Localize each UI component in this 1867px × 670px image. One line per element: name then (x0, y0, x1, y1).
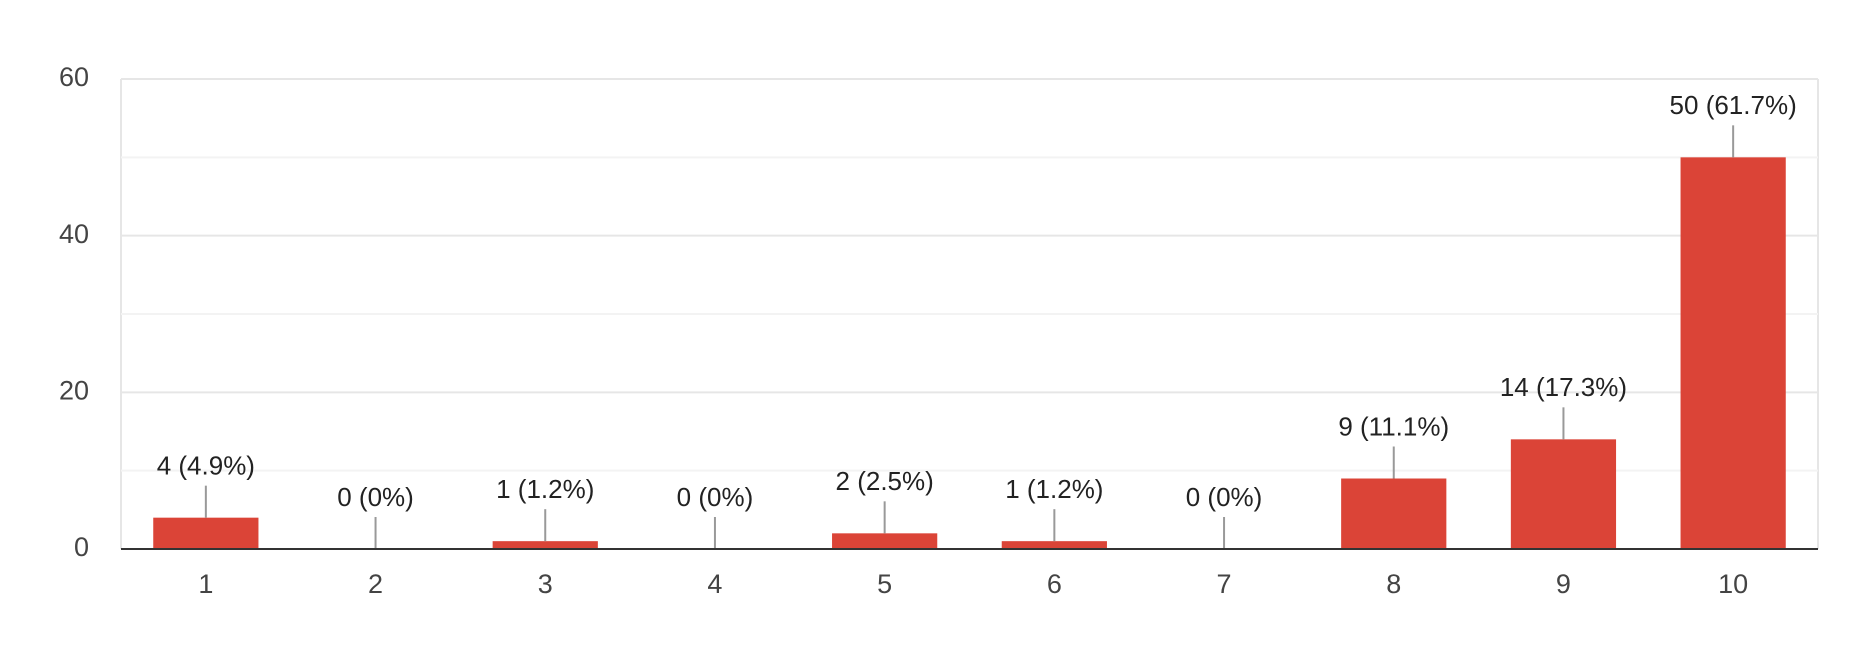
x-tick-label: 5 (877, 569, 892, 599)
x-tick-label: 1 (198, 569, 213, 599)
bar (1510, 439, 1617, 549)
bar (492, 541, 598, 549)
bar (1341, 478, 1447, 549)
x-tick-label: 7 (1217, 569, 1232, 599)
y-tick-label: 20 (59, 375, 89, 405)
y-tick-label: 60 (59, 62, 89, 92)
x-tick-label: 10 (1718, 569, 1748, 599)
value-label: 4 (4.9%) (157, 451, 255, 481)
value-label: 2 (2.5%) (836, 466, 934, 496)
bar (153, 517, 259, 549)
value-label: 1 (1.2%) (496, 474, 594, 504)
value-label: 0 (0%) (337, 482, 414, 512)
x-tick-label: 3 (538, 569, 553, 599)
y-tick-label: 0 (74, 532, 89, 562)
bar (1001, 541, 1107, 549)
bar (1680, 157, 1786, 550)
value-label: 50 (61.7%) (1670, 90, 1797, 120)
x-tick-label: 6 (1047, 569, 1062, 599)
y-tick-label: 40 (59, 219, 89, 249)
x-tick-label: 8 (1386, 569, 1401, 599)
value-label: 0 (0%) (1186, 482, 1263, 512)
value-label: 0 (0%) (677, 482, 754, 512)
value-label: 1 (1.2%) (1005, 474, 1103, 504)
value-label: 14 (17.3%) (1500, 372, 1627, 402)
x-tick-label: 2 (368, 569, 383, 599)
x-tick-label: 9 (1556, 569, 1571, 599)
value-label: 9 (11.1%) (1338, 411, 1449, 441)
x-tick-label: 4 (707, 569, 722, 599)
bar (832, 533, 938, 549)
